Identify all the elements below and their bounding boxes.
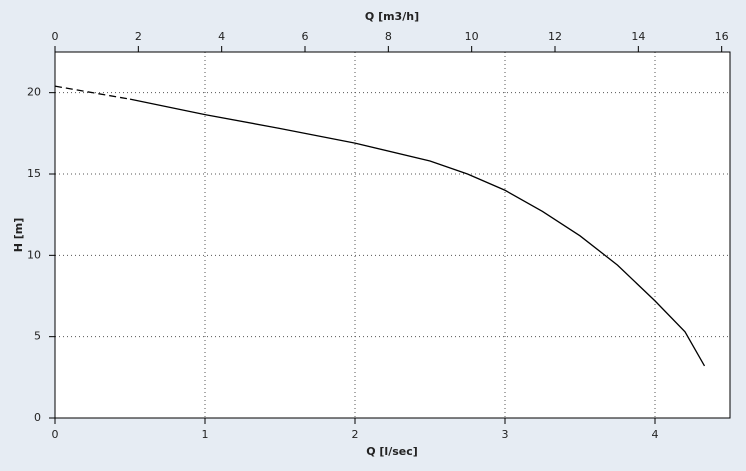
x2-tick-label: 0 <box>52 30 59 43</box>
x2-tick-label: 10 <box>465 30 479 43</box>
y-tick-label: 5 <box>34 330 41 343</box>
x-tick-label: 3 <box>502 428 509 441</box>
curve <box>54 85 131 100</box>
x2-tick-label: 8 <box>385 30 392 43</box>
x-axis-title: Q [l/sec] <box>366 445 418 458</box>
x2-axis-title: Q [m3/h] <box>365 10 419 23</box>
y-tick-label: 20 <box>27 86 41 99</box>
x2-tick-label: 16 <box>715 30 729 43</box>
x2-tick-label: 12 <box>548 30 562 43</box>
x-tick-label: 1 <box>202 428 209 441</box>
plot-area <box>55 52 730 418</box>
y-tick-label: 15 <box>27 167 41 180</box>
x-tick-label: 2 <box>352 428 359 441</box>
y-axis-title: H [m] <box>12 218 25 253</box>
x2-tick-label: 6 <box>302 30 309 43</box>
y-tick-label: 10 <box>27 248 41 261</box>
x2-tick-label: 4 <box>218 30 225 43</box>
x2-tick-label: 14 <box>631 30 645 43</box>
x-tick-label: 0 <box>52 428 59 441</box>
curve <box>129 98 706 367</box>
x-tick-label: 4 <box>652 428 659 441</box>
x2-tick-label: 2 <box>135 30 142 43</box>
plot-border <box>54 51 731 419</box>
y-tick-label: 0 <box>34 411 41 424</box>
